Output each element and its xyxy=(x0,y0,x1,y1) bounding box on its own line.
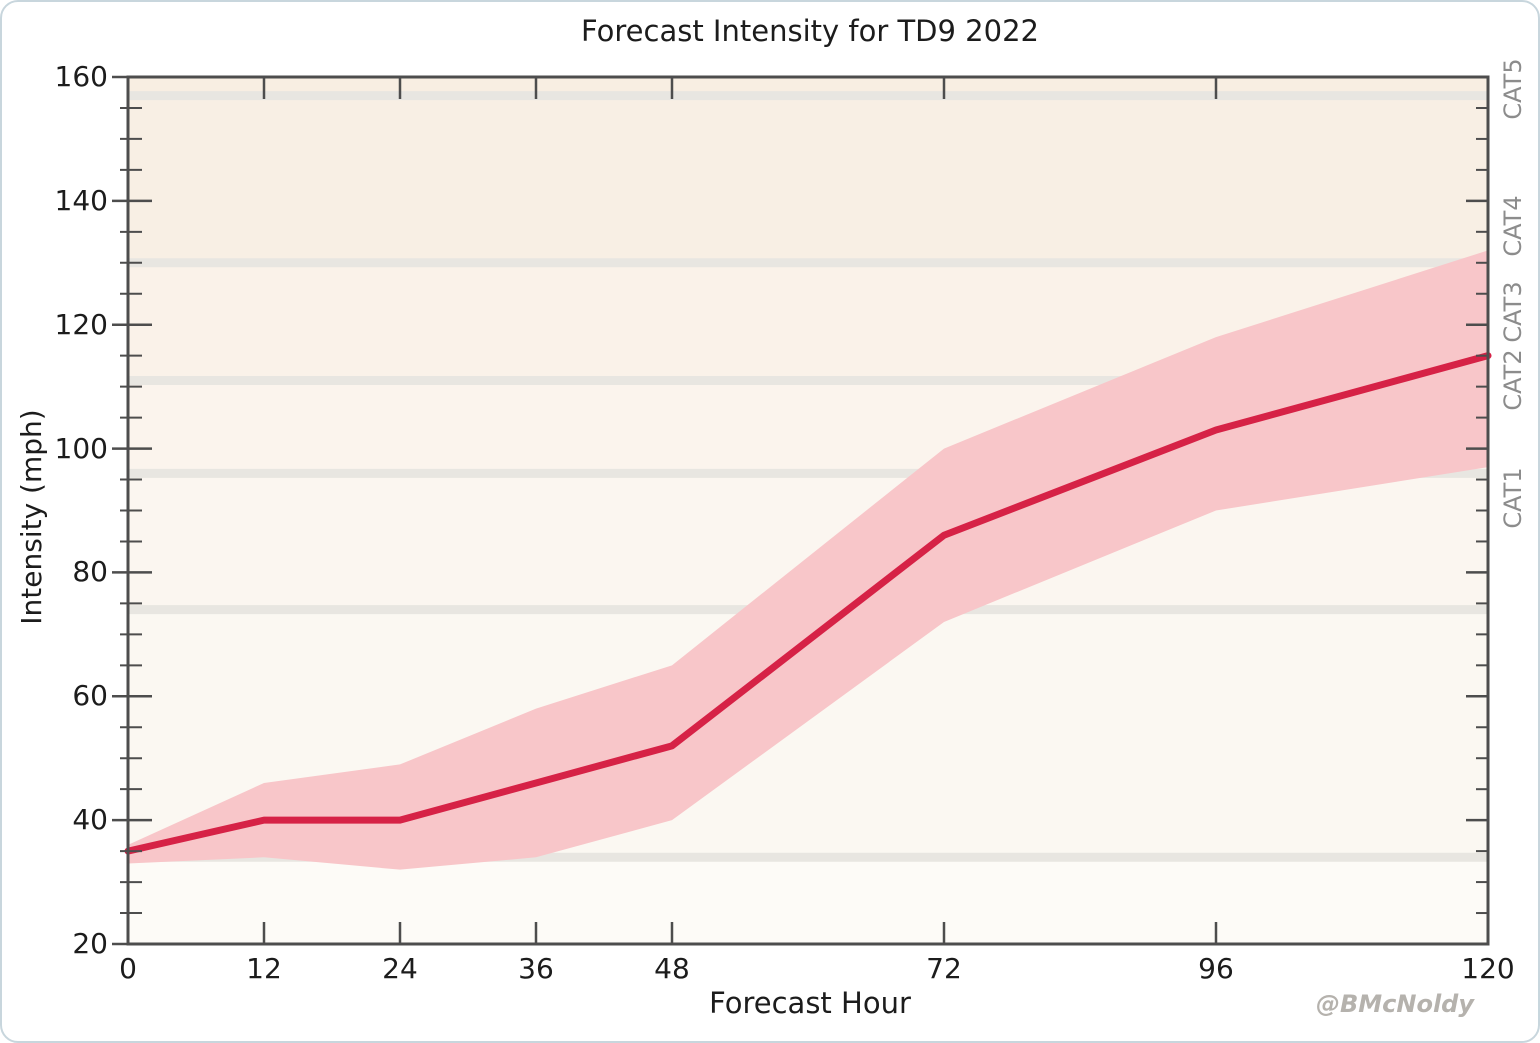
x-tick-label: 96 xyxy=(1198,952,1234,985)
x-tick-label: 0 xyxy=(119,952,137,985)
category-label-cat4: CAT4 xyxy=(1499,195,1527,257)
category-background-band xyxy=(128,95,1488,263)
category-label-cat5: CAT5 xyxy=(1499,58,1527,120)
y-tick-label: 160 xyxy=(54,60,108,93)
x-tick-label: 12 xyxy=(246,952,282,985)
y-tick-label: 20 xyxy=(72,927,108,960)
y-tick-label: 140 xyxy=(54,183,108,217)
x-tick-label: 120 xyxy=(1461,952,1515,985)
x-tick-label: 24 xyxy=(382,952,418,985)
y-tick-label: 120 xyxy=(54,307,108,341)
x-axis-label: Forecast Hour xyxy=(709,986,911,1020)
chart-title: Forecast Intensity for TD9 2022 xyxy=(581,14,1039,48)
plot-border xyxy=(126,75,1490,946)
y-axis-label: Intensity (mph) xyxy=(15,409,48,625)
x-tick-label: 48 xyxy=(654,952,690,985)
y-tick-label: 100 xyxy=(54,431,108,465)
watermark: @BMcNoldy xyxy=(1315,990,1474,1018)
category-background-band xyxy=(128,77,1488,96)
category-background-band xyxy=(128,857,1488,944)
x-tick-label: 72 xyxy=(926,952,962,985)
y-tick-label: 60 xyxy=(72,679,108,713)
y-tick-label: 40 xyxy=(72,803,108,837)
y-tick-label: 80 xyxy=(72,555,108,589)
uncertainty-cone xyxy=(128,250,1488,870)
forecast-intensity-line xyxy=(124,352,1492,855)
x-tick-label: 36 xyxy=(518,952,554,985)
